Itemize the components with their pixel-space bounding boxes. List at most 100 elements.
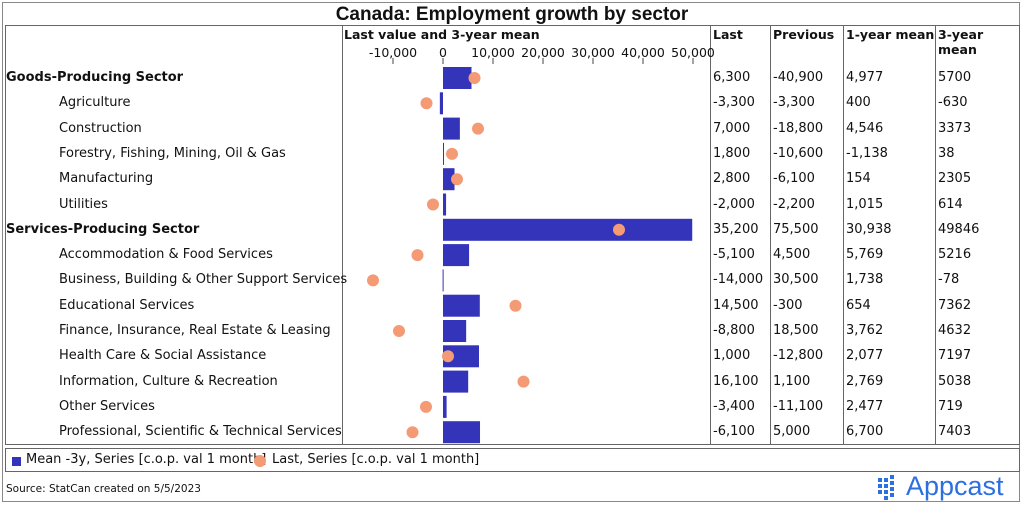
cell-previous: -40,900 — [773, 70, 824, 85]
dot-mark — [420, 97, 433, 110]
cell-previous: 75,500 — [773, 221, 819, 237]
row-label: Other Services — [59, 398, 155, 414]
dot-mark — [393, 325, 405, 337]
cell-mean1: 30,938 — [846, 221, 892, 237]
cell-mean1: 3,762 — [846, 323, 884, 338]
row-label: Goods-Producing Sector — [6, 70, 184, 85]
last-column-header: Last — [713, 27, 743, 42]
bar-mark — [443, 218, 693, 241]
cell-mean1: 654 — [846, 297, 871, 313]
column-divider — [935, 25, 936, 445]
bar-mark — [443, 370, 469, 393]
cell-mean3: -78 — [938, 272, 960, 288]
x-tick-label: 30,000 — [571, 45, 615, 60]
bar-mark — [443, 345, 479, 368]
row-label: Agriculture — [59, 95, 131, 111]
cell-mean1: -1,138 — [846, 145, 888, 161]
bar-mark — [443, 193, 447, 216]
x-tick-label: 0 — [439, 45, 447, 60]
row-label: Utilities — [59, 196, 108, 212]
cell-mean3: 614 — [938, 196, 963, 212]
chart-title: Canada: Employment growth by sector — [335, 4, 689, 25]
cell-previous: 18,500 — [773, 323, 819, 338]
cell-last: -3,400 — [713, 398, 755, 414]
cell-mean1: 1,015 — [846, 196, 884, 212]
cell-last: -2,000 — [713, 196, 755, 212]
cell-mean3: 49846 — [938, 221, 980, 237]
dot-mark — [509, 299, 522, 312]
cell-last: -3,300 — [713, 95, 755, 111]
x-tick-label: 20,000 — [521, 45, 565, 60]
cell-last: -5,100 — [713, 247, 755, 263]
column-divider — [710, 25, 711, 445]
cell-mean1: 2,769 — [846, 373, 884, 389]
column-divider — [770, 25, 771, 445]
bar-mark — [442, 269, 444, 292]
x-tick-label: 40,000 — [621, 45, 665, 60]
cell-mean1: 2,477 — [846, 398, 884, 414]
legend-dot-label: Last, Series [c.o.p. val 1 month] — [272, 452, 480, 467]
cell-mean3: 3373 — [938, 120, 972, 136]
cell-mean3: 7403 — [938, 424, 972, 440]
cell-last: 1,000 — [713, 348, 751, 364]
dot-mark — [420, 400, 432, 413]
legend-dot-swatch — [254, 455, 266, 467]
cell-previous: 1,100 — [773, 373, 811, 389]
cell-mean3: 7197 — [938, 348, 972, 364]
dot-mark — [367, 274, 379, 287]
cell-mean3: 5700 — [938, 70, 972, 85]
cell-last: 14,500 — [713, 297, 759, 313]
cell-last: -14,000 — [713, 272, 764, 288]
appcast-logo-text: Appcast — [906, 471, 1004, 501]
cell-mean1: 154 — [846, 171, 871, 187]
cell-last: 35,200 — [713, 221, 759, 237]
row-label: Finance, Insurance, Real Estate & Leasin… — [59, 323, 331, 338]
bar-mark — [443, 395, 447, 418]
bar-mark — [443, 294, 480, 317]
cell-previous: 30,500 — [773, 272, 819, 288]
legend-bar-swatch — [12, 457, 21, 466]
bar-mark — [443, 421, 481, 444]
cell-last: 16,100 — [713, 373, 759, 389]
row-label: Services-Producing Sector — [6, 221, 200, 237]
cell-last: 6,300 — [713, 70, 751, 85]
bar-mark — [443, 142, 444, 165]
legend: Mean -3y, Series [c.o.p. val 1 month] La… — [5, 448, 1020, 472]
appcast-logo-icon — [878, 475, 894, 500]
row-label: Accommodation & Food Services — [59, 247, 273, 263]
column-divider — [342, 25, 343, 445]
dot-mark — [472, 122, 484, 135]
cell-previous: -18,800 — [773, 120, 824, 136]
row-label: Information, Culture & Recreation — [59, 373, 278, 389]
dot-mark — [406, 426, 419, 439]
cell-mean3: 5038 — [938, 373, 972, 389]
x-tick-label: 10,000 — [471, 45, 515, 60]
row-label: Construction — [59, 120, 142, 136]
row-label: Manufacturing — [59, 171, 154, 187]
cell-last: 2,800 — [713, 171, 751, 187]
bar-mark — [443, 320, 467, 342]
row-label: Professional, Scientific & Technical Ser… — [59, 424, 342, 440]
cell-mean1: 6,700 — [846, 424, 884, 440]
cell-mean1: 2,077 — [846, 348, 884, 364]
bar-mark — [439, 92, 443, 115]
x-tick-label: 50,000 — [671, 45, 715, 60]
dot-mark — [468, 72, 481, 84]
data-table — [5, 25, 1020, 445]
row-label: Health Care & Social Assistance — [59, 348, 267, 364]
source-note: Source: StatCan created on 5/5/2023 — [6, 483, 201, 495]
legend-bar-label: Mean -3y, Series [c.o.p. val 1 month] — [26, 452, 267, 467]
cell-last: 7,000 — [713, 120, 751, 136]
mean3-column-header: 3-year mean — [938, 27, 984, 57]
cell-last: -6,100 — [713, 424, 755, 440]
cell-previous: -12,800 — [773, 348, 824, 364]
cell-mean3: 4632 — [938, 323, 972, 338]
row-label: Forestry, Fishing, Mining, Oil & Gas — [59, 145, 286, 161]
bar-mark — [443, 67, 472, 89]
cell-mean1: 5,769 — [846, 247, 884, 263]
cell-previous: -6,100 — [773, 171, 815, 187]
chart-column-header: Last value and 3-year mean — [344, 27, 540, 42]
cell-mean3: 7362 — [938, 297, 972, 313]
cell-previous: 5,000 — [773, 424, 811, 440]
